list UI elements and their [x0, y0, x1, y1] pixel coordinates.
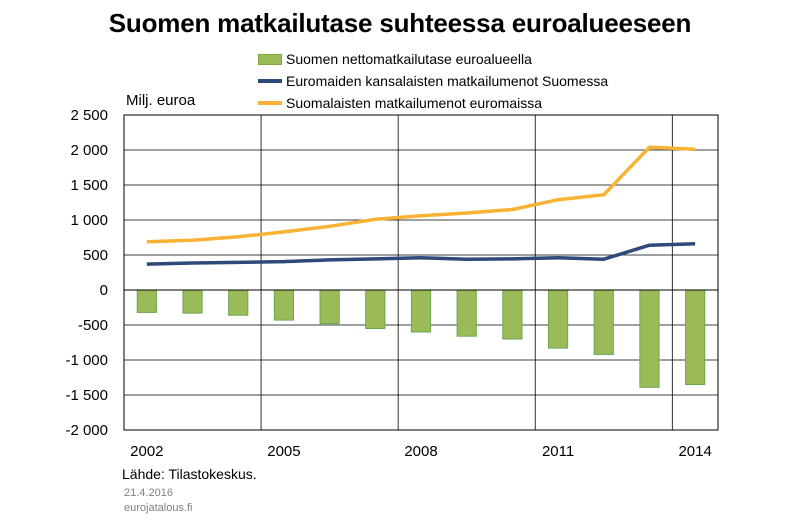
legend-label-euro-spending-in-finland: Euromaiden kansalaisten matkailumenot Su…	[286, 73, 609, 89]
bar-net-balance	[182, 289, 203, 314]
legend-swatch-bar	[258, 53, 282, 65]
source-note: Lähde: Tilastokeskus.	[122, 466, 257, 482]
bar-net-balance	[593, 289, 614, 355]
plot-border	[123, 114, 719, 431]
site-name: eurojatalous.fi	[124, 502, 193, 514]
bar-net-balance	[639, 289, 660, 388]
y-tick-label: 2 000	[70, 142, 108, 159]
bar-net-balance	[136, 289, 157, 313]
y-tick-label: 500	[83, 247, 108, 264]
legend-swatch-blue-line	[258, 79, 282, 83]
legend-item-net-balance: Suomen nettomatkailutase euroalueella	[258, 48, 608, 70]
bar-net-balance	[228, 289, 249, 316]
legend-label-net-balance: Suomen nettomatkailutase euroalueella	[286, 51, 532, 67]
y-tick-label: 2 500	[70, 107, 108, 124]
y-tick-label: -2 000	[65, 422, 108, 439]
bar-net-balance	[410, 289, 432, 333]
y-tick-label: -1 500	[65, 387, 108, 404]
legend-swatch-orange-line	[258, 101, 282, 105]
line-euro-spending-in-finland	[146, 242, 696, 266]
legend-item-finnish-spending-in-euro: Suomalaisten matkailumenot euromaissa	[258, 92, 608, 114]
y-tick-label: -1 000	[65, 352, 108, 369]
x-tick-label: 2002	[130, 443, 163, 460]
bar-net-balance	[456, 289, 477, 337]
publish-date: 21.4.2016	[124, 487, 173, 499]
y-tick-label: 1 000	[70, 212, 108, 229]
bar-net-balance	[547, 289, 569, 349]
x-tick-label: 2014	[678, 443, 711, 460]
bar-net-balance	[685, 289, 706, 385]
chart-title: Suomen matkailutase suhteessa euroaluees…	[108, 8, 692, 38]
legend-label-finnish-spending-in-euro: Suomalaisten matkailumenot euromaissa	[286, 95, 543, 111]
bar-net-balance	[273, 289, 295, 321]
y-axis-label: Milj. euroa	[126, 92, 196, 109]
x-tick-label: 2011	[542, 443, 574, 460]
y-tick-label: -500	[78, 317, 108, 334]
bar-net-balance	[502, 289, 523, 340]
y-tick-label: 1 500	[70, 177, 108, 194]
legend-item-euro-spending-in-finland: Euromaiden kansalaisten matkailumenot Su…	[258, 70, 608, 92]
bar-net-balance	[319, 289, 340, 325]
bar-net-balance	[365, 289, 386, 329]
line-finnish-spending-in-euro	[146, 145, 696, 244]
y-tick-label: 0	[100, 282, 108, 299]
legend: Suomen nettomatkailutase euroalueella Eu…	[258, 48, 608, 114]
x-tick-label: 2008	[404, 443, 437, 460]
x-tick-label: 2005	[267, 443, 300, 460]
